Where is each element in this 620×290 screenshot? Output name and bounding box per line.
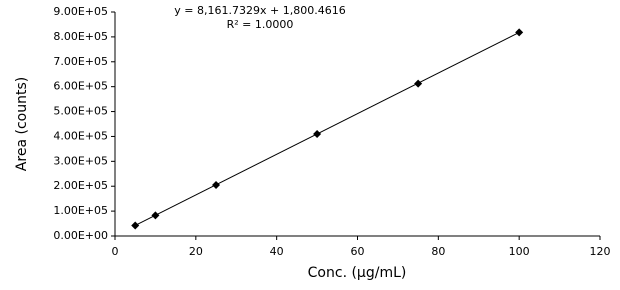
- y-tick-label: 8.00E+05: [53, 30, 108, 43]
- x-tick-label: 40: [270, 245, 284, 258]
- y-tick-label: 7.00E+05: [53, 55, 108, 68]
- y-tick-label: 2.00E+05: [53, 179, 108, 192]
- x-tick-label: 100: [509, 245, 530, 258]
- y-tick-label: 1.00E+05: [53, 204, 108, 217]
- trendline-equation: y = 8,161.7329x + 1,800.4616: [174, 4, 345, 17]
- y-tick-label: 5.00E+05: [53, 105, 108, 118]
- y-tick-label: 0.00E+00: [53, 229, 108, 242]
- data-point: [151, 211, 160, 220]
- y-tick-label: 6.00E+05: [53, 80, 108, 93]
- y-tick-label: 9.00E+05: [53, 5, 108, 18]
- y-tick-label: 3.00E+05: [53, 154, 108, 167]
- x-tick-label: 120: [590, 245, 611, 258]
- data-point: [313, 129, 322, 138]
- trendline: [134, 31, 520, 226]
- x-axis-title: Conc. (µg/mL): [308, 265, 407, 281]
- data-point: [212, 180, 221, 189]
- x-tick-label: 60: [351, 245, 365, 258]
- x-tick-label: 80: [431, 245, 445, 258]
- r-squared: R² = 1.0000: [227, 18, 294, 31]
- y-tick-label: 4.00E+05: [53, 129, 108, 142]
- data-point: [131, 221, 140, 230]
- data-point: [414, 79, 423, 88]
- x-tick-label: 20: [189, 245, 203, 258]
- y-axis-title: Area (counts): [14, 77, 30, 171]
- data-point: [515, 28, 524, 37]
- x-tick-label: 0: [112, 245, 119, 258]
